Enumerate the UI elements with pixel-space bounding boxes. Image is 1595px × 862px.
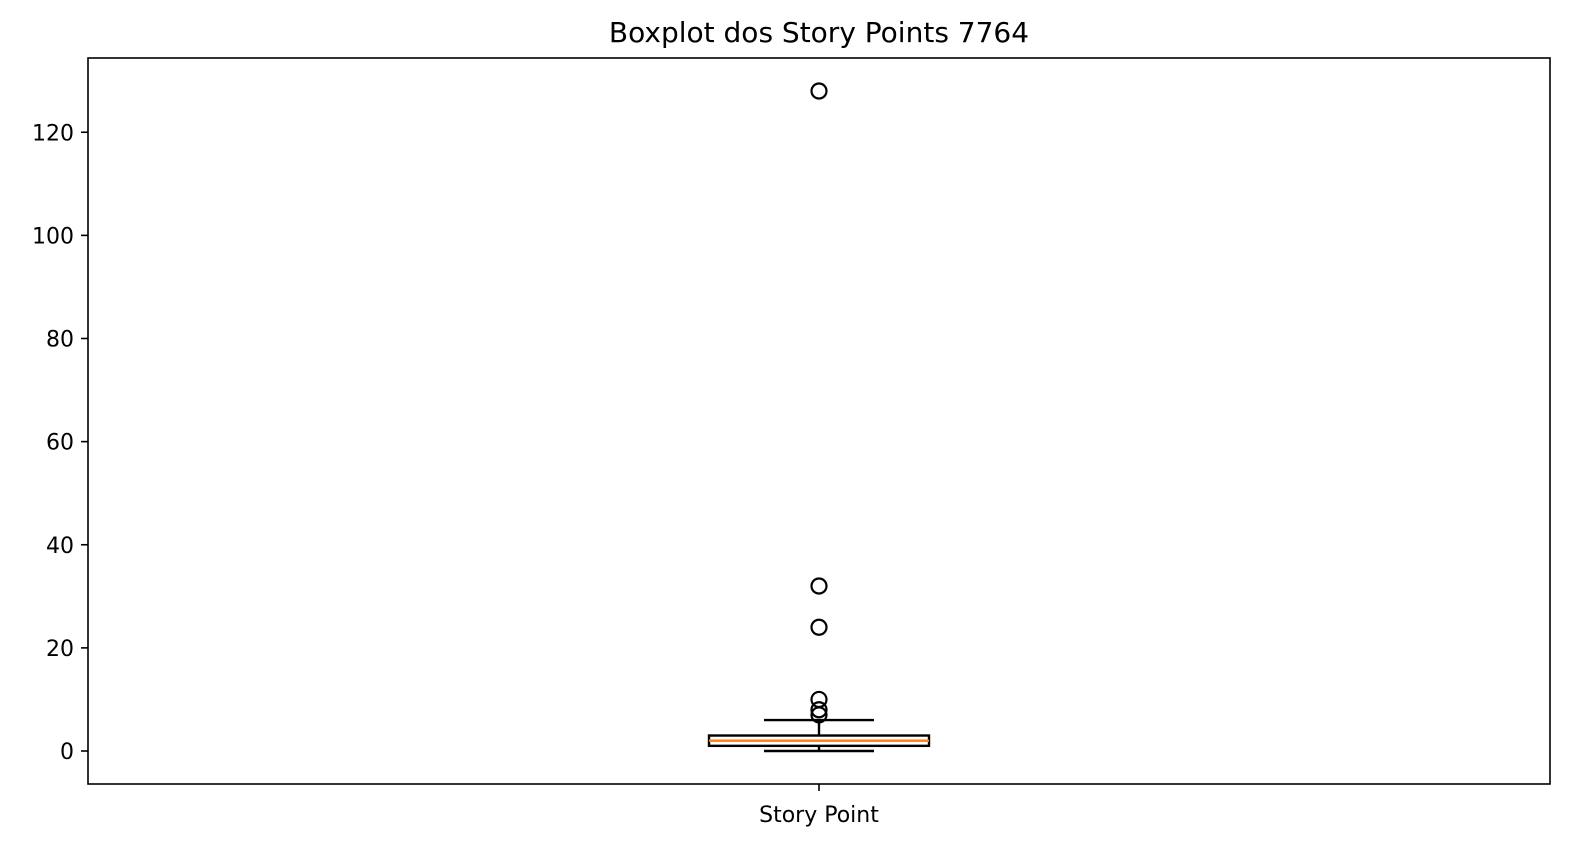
x-tick-label: Story Point [759, 803, 879, 828]
y-axis: 0 20 40 60 80 100 120 [32, 121, 88, 765]
chart-title: Boxplot dos Story Points 7764 [609, 16, 1029, 49]
outlier-point [810, 82, 828, 100]
y-tick-label: 120 [32, 121, 74, 146]
boxes-layer [707, 82, 931, 753]
y-tick-label: 20 [46, 637, 74, 662]
outlier-point [810, 701, 828, 719]
y-tick-label: 0 [60, 740, 74, 765]
y-tick-label: 40 [46, 534, 74, 559]
y-tick-label: 80 [46, 328, 74, 353]
box-group [707, 82, 931, 753]
outlier-point [810, 690, 828, 709]
y-tick-label: 60 [46, 431, 74, 456]
outlier-point [810, 618, 828, 636]
outlier-point [810, 577, 828, 595]
y-tick-label: 100 [32, 224, 74, 249]
plot-area-frame [87, 57, 1551, 785]
x-axis: Story Point [759, 784, 879, 828]
